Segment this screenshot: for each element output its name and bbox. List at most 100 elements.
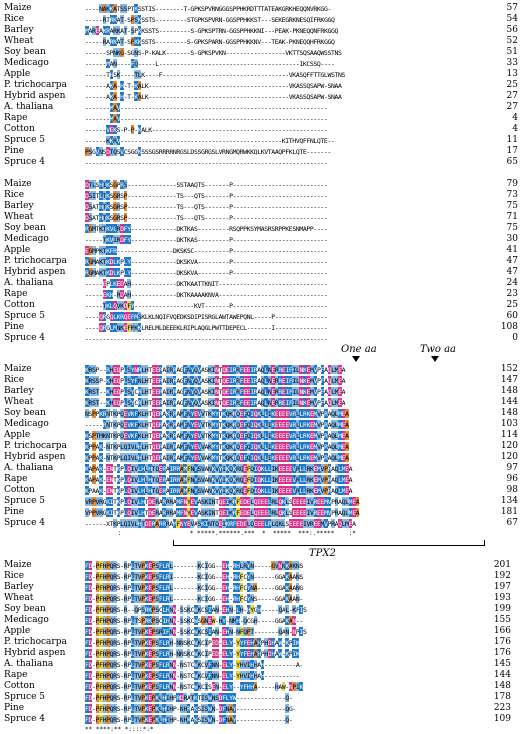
alignment-row: Spruce 5 VRPVRGKITKPLQIVLHTDERARRRAMFNYEV… — [0, 496, 525, 507]
sequence: ------THSK----TLK----F------------------… — [85, 70, 346, 79]
species-name: Cotton — [4, 681, 35, 691]
species-name: Rape — [4, 474, 28, 484]
residue-count: 134 — [500, 496, 518, 506]
one-aa-marker — [352, 356, 360, 362]
species-name: Spruce 4 — [4, 157, 45, 167]
species-name: Soy bean — [4, 47, 46, 57]
alignment-row: Hybrid aspen KPPAK-NTKPLQIVLHLHTQERAIRRAM… — [0, 452, 525, 463]
alignment-row: P. trichocarpa KPPAK-NTKPLQIVLHLHTQERAIRR… — [0, 441, 525, 452]
tpx2-label: TPX2 — [309, 548, 336, 559]
residue-count: 148 — [493, 681, 511, 691]
sequence: FD-PFHPQRS-RPLTVPKEPKLHIHPRDRATKTISWNSDF… — [85, 693, 293, 702]
residue-count: 71 — [506, 212, 518, 222]
residue-count: 148 — [500, 408, 518, 418]
residue-count: 223 — [493, 703, 511, 713]
alignment-row: Spruce 4 --------------------------------… — [0, 333, 525, 344]
alignment-row: Hybrid aspen FD-PFHPQRS-RPLTVPKEPSFLRH-NN… — [0, 648, 525, 659]
sequence: FD-PFHPQRS-RPLTVPKEPKLHIHP-NHRAKSISWN-DF… — [85, 704, 296, 713]
species-name: Hybrid aspen — [4, 91, 66, 101]
sequence: RGMAKTKDLKPLY-------------DKSKVA--------… — [85, 257, 328, 266]
residue-count: 199 — [493, 604, 511, 614]
species-name: Spruce 5 — [4, 692, 45, 702]
species-name: Spruce 5 — [4, 311, 45, 321]
sequence: MAREAKRARKAT-SPKKSSTS---------S-GPKSPTRN… — [85, 26, 338, 35]
alignment-row: Soy bean ------SPNKG-SGNS-P-KALK-------S-… — [0, 47, 525, 58]
sequence: ----------------------------------------… — [85, 159, 328, 167]
species-name: Medicago — [4, 234, 49, 244]
sequence: KPPAK-NTKPLQIVLHLHTQERAIRRAMFNYEVVAKMYTK… — [85, 453, 349, 462]
species-name: Maize — [4, 179, 32, 189]
species-name: Spruce 4 — [4, 714, 45, 724]
one-aa-label: One aa — [341, 344, 377, 355]
residue-count: 23 — [506, 289, 518, 299]
sequence: -----RARKAT-SPKKSSTS---------S-GPKSPARN-… — [85, 37, 335, 46]
residue-count: 67 — [506, 518, 518, 528]
alignment-row: P. trichocarpa ------AKA-H-T-KALK--------… — [0, 80, 525, 91]
sequence: ------KKRV------------------------------… — [85, 136, 335, 145]
alignment-row: Wheat DSATHTKSGRSP--------------TS---QTS-… — [0, 212, 525, 223]
residue-count: 176 — [493, 637, 511, 647]
alignment-row: Rape -------MAV--------------------------… — [0, 113, 525, 124]
sequence: FD-PFHPQRS-R--QPSRKPSCLHNN-SSKCWKCSIAN-E… — [85, 605, 307, 614]
alignment-row: Soy bean NSPPKRNTKPQEVKFKLHTQERAKRRAMFNYE… — [0, 408, 525, 419]
sequence: -----RTRKAT-SPSKSSTS---------STGPKSPVRN-… — [85, 15, 335, 24]
species-name: P. trichocarpa — [4, 637, 67, 647]
residue-count: 25 — [506, 80, 518, 90]
residue-count: 4 — [512, 113, 518, 123]
sequence: KRST--KHEQPLSYCRLHTEERAIRRAGFNYQVASKINTQ… — [85, 387, 346, 396]
species-name: Barley — [4, 201, 34, 211]
residue-count: 60 — [506, 311, 518, 321]
alignment-row: A. thaliana FD-PFHPQRS-RPLTVPKEPSFLRNN-NS… — [0, 659, 525, 670]
species-name: A. thaliana — [4, 659, 54, 669]
alignment-row: Cotton FD-PFHPQRS-RPLTVPKEPSFLRNN-NSTCWKC… — [0, 681, 525, 692]
residue-count: 155 — [493, 615, 511, 625]
alignment-row: Maize ----NAKKATSSPTKSSTIS--------T-GPKSP… — [0, 3, 525, 14]
residue-count: 201 — [493, 560, 511, 570]
residue-count: 54 — [506, 14, 518, 24]
residue-count: 98 — [506, 485, 518, 495]
residue-count: 24 — [506, 278, 518, 288]
sequence: NSPPKRNTKPQEVKFKLHTQERAKRRAMFNYEVVTKMYTK… — [85, 409, 349, 418]
sequence: FD-PFHPQRS-RPLTSPRKPSCIHNN-SSKCWSGNEW-HY… — [85, 616, 303, 625]
species-name: Medicago — [4, 615, 49, 625]
species-name: P. trichocarpa — [4, 441, 67, 451]
species-name: Spruce 5 — [4, 135, 45, 145]
residue-count: 52 — [506, 36, 518, 46]
residue-count: 30 — [506, 234, 518, 244]
species-name: Medicago — [4, 419, 49, 429]
residue-count: 176 — [493, 648, 511, 658]
alignment-row: Spruce 5 FD-PFHPQRS-RPLTVPKEPKLHIHPRDRATK… — [0, 692, 525, 703]
alignment-row: Rice DSITLTKSGRSP--------------TS---QTS--… — [0, 190, 525, 201]
alignment-row: Spruce 4 --------------------------------… — [0, 157, 525, 168]
species-name: Rice — [4, 571, 25, 581]
species-name: Cotton — [4, 485, 35, 495]
sequence: RGMTKTKVLRDFY-------------DKTKAS--------… — [85, 224, 328, 233]
residue-count: 41 — [506, 245, 518, 255]
alignment-row: Maize KRSP--RHEQPLSYNRLHTEERAIRRAGFNYQVAS… — [0, 364, 525, 375]
species-name: Pine — [4, 146, 25, 156]
species-name: Maize — [4, 3, 32, 13]
sequence: VPPVRGKITKPLQIVLHTDERARRRAMFNYEVASKINTQE… — [85, 508, 360, 517]
species-name: Barley — [4, 25, 34, 35]
sequence: ------AKA-H-T-KALK----------------------… — [85, 81, 342, 90]
residue-count: 192 — [493, 571, 511, 581]
alignment-row: Apple EGMPKTKFR----------------DKSKSC----… — [0, 245, 525, 256]
alignment-row: Soy bean FD-PFHPQRS-R--QPSRKPSCLHNN-SSKCW… — [0, 604, 525, 615]
sequence: DTLSHIKSGPRS--------------SSTAAQTS------… — [85, 180, 328, 189]
sequence: DSITLTKSGRSP--------------TS---QTS------… — [85, 191, 328, 200]
species-name: Hybrid aspen — [4, 648, 66, 658]
sequence: KAPAK-ENTKPLQIVLHLHTQERAIRRAMFNYSVANKVYI… — [85, 464, 353, 473]
residue-count: 152 — [500, 364, 518, 374]
residue-count: 181 — [500, 507, 518, 517]
residue-count: 97 — [506, 463, 518, 473]
sequence: KSPTMKNTKPQEVKFKLHTQERAKRRAMFNYEVVTKMYTK… — [85, 431, 349, 440]
species-name: Barley — [4, 582, 34, 592]
sequence: DSATHTKSGRSP--------------TS---QTS------… — [85, 213, 328, 222]
species-name: Barley — [4, 386, 34, 396]
species-name: Pine — [4, 507, 25, 517]
residue-count: 108 — [500, 322, 518, 332]
sequence: PSGVNSDTQSVCSGGKSSSGSRRRRNRGSLDSSGRGSLVR… — [85, 147, 331, 156]
sequence: ------AKA-H-T-KALK----------------------… — [85, 92, 342, 101]
species-name: Rape — [4, 289, 28, 299]
